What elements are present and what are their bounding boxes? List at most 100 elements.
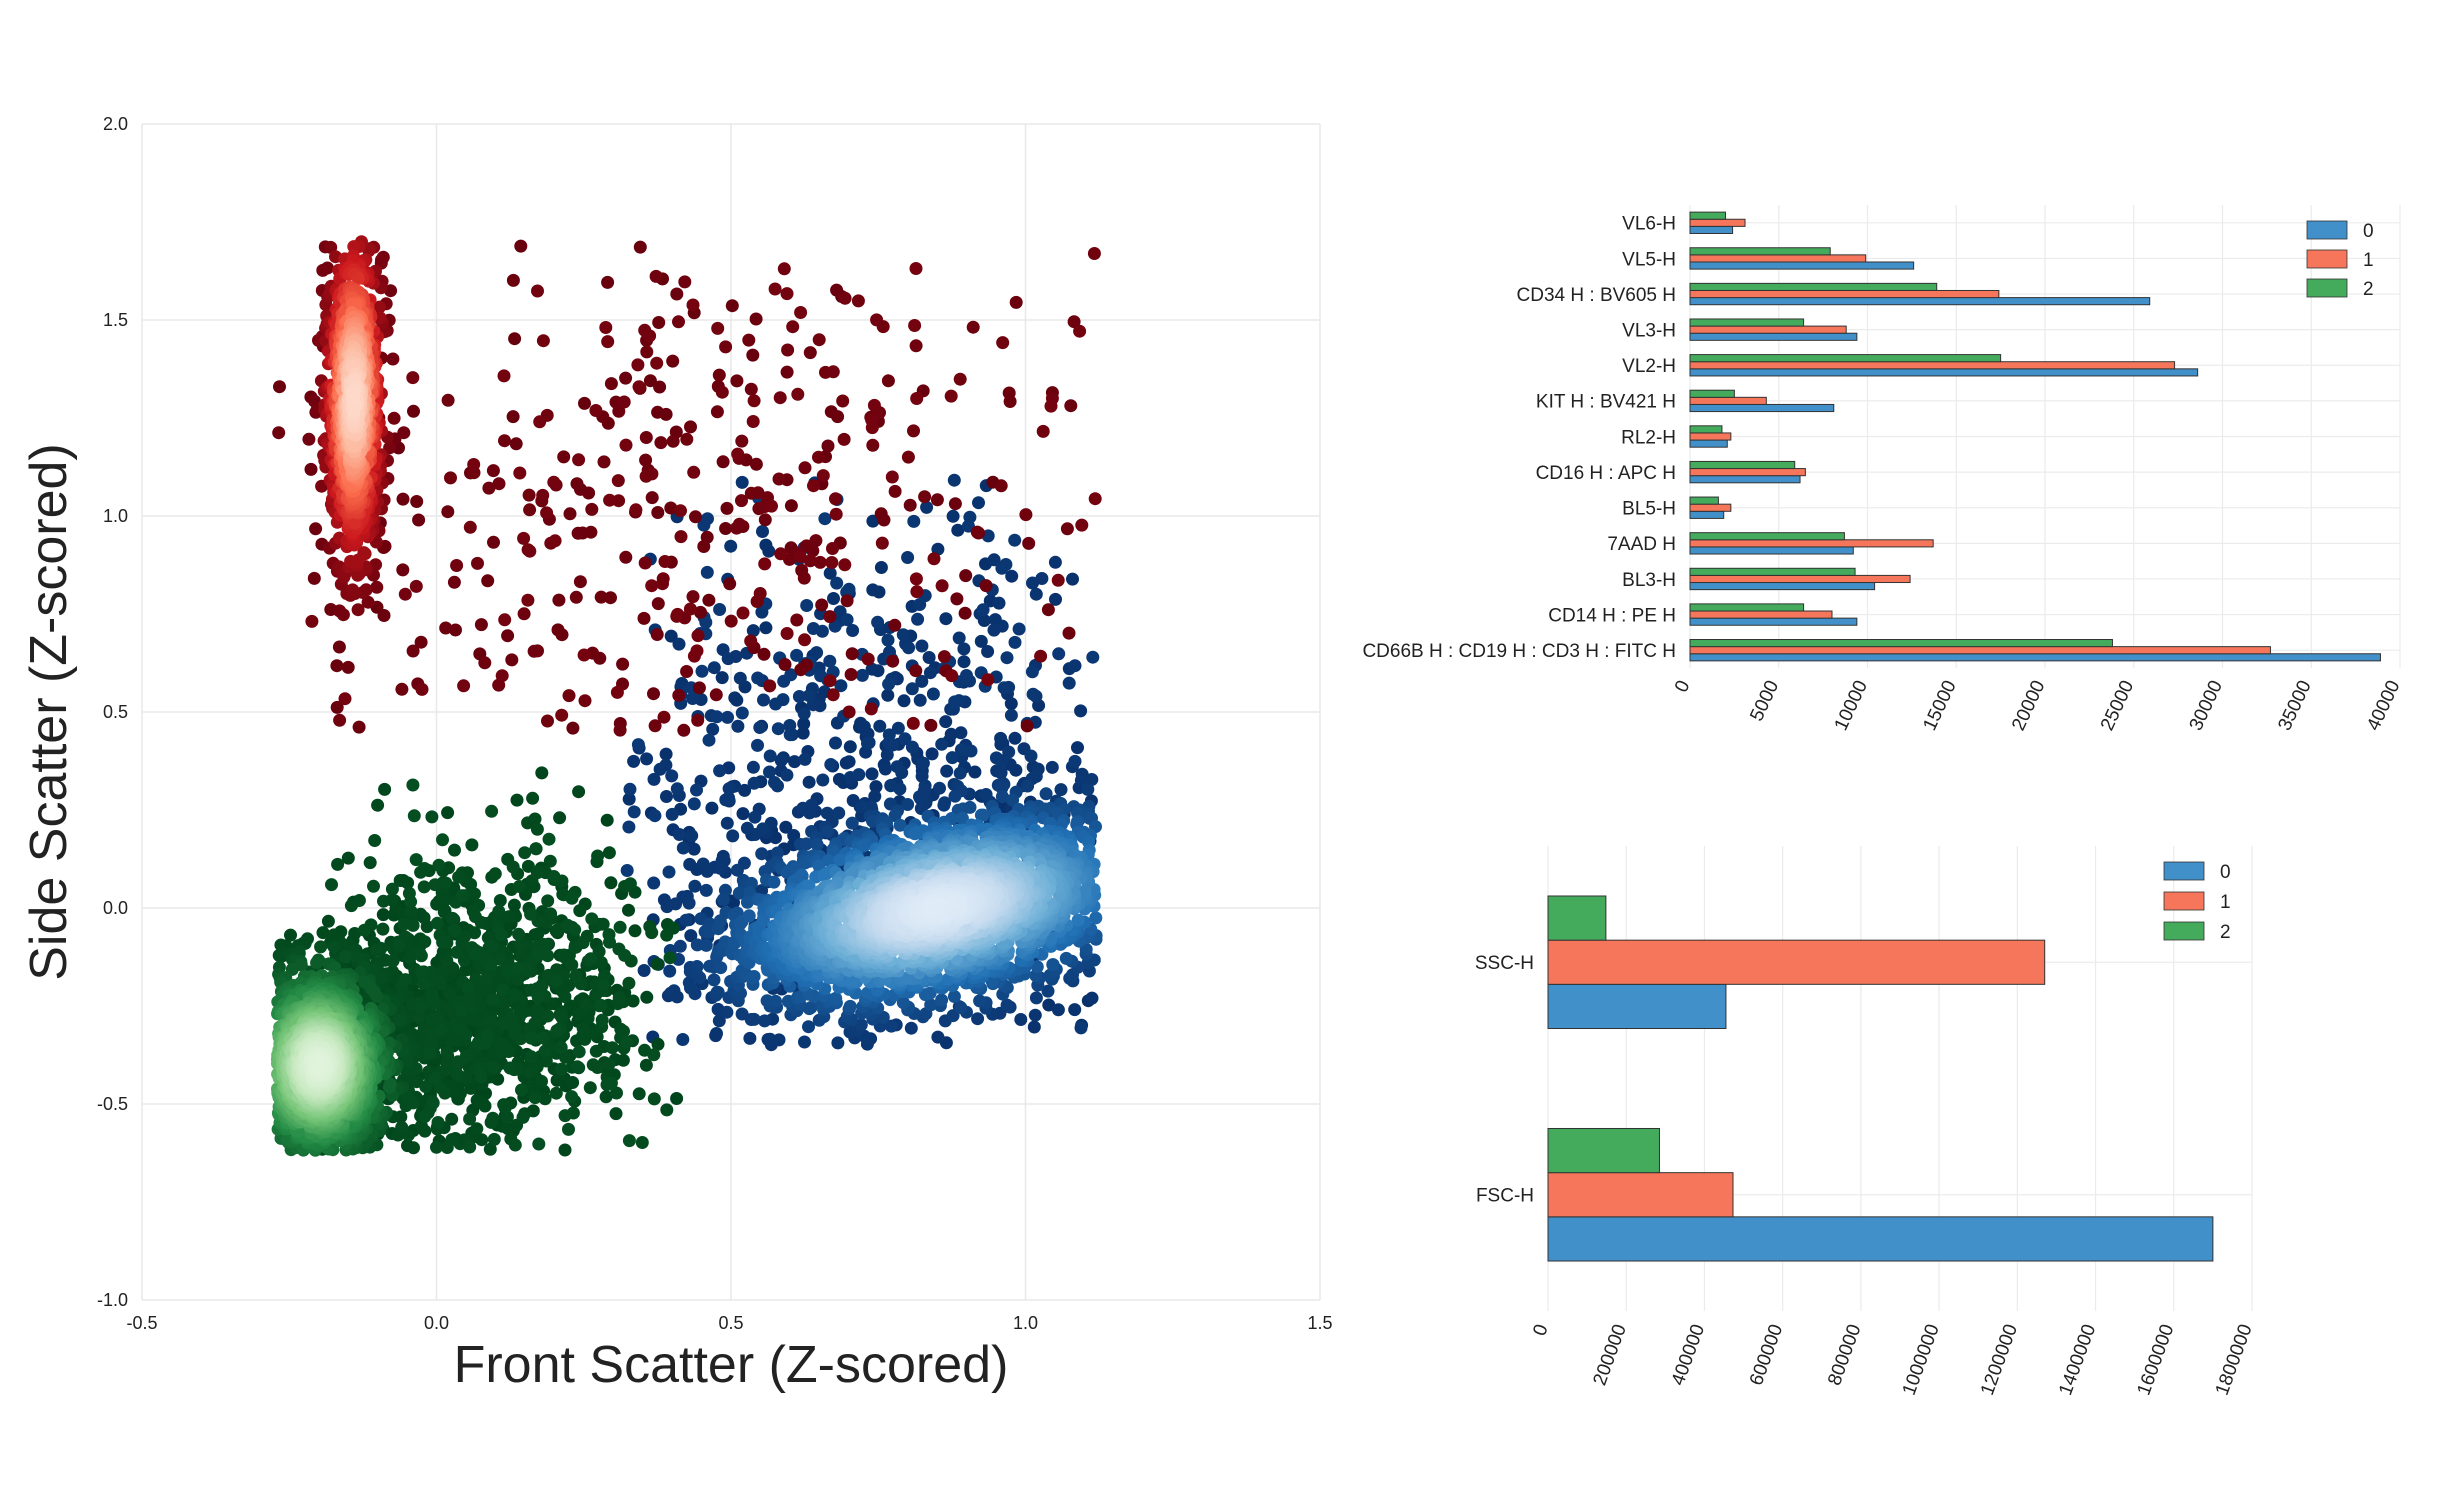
scatter-point <box>710 710 724 724</box>
scatter-point <box>347 388 361 402</box>
scatter-point <box>1052 647 1066 661</box>
scatter-point <box>790 648 804 662</box>
scatter-point <box>838 291 852 305</box>
scatter-point <box>802 775 816 789</box>
scatter-point <box>744 634 758 648</box>
scatter-point <box>699 938 713 952</box>
scatter-point <box>856 839 870 853</box>
scatter-point <box>513 466 527 480</box>
scatter-point <box>604 876 618 890</box>
scatter-point <box>786 320 800 334</box>
scatter-point <box>514 239 528 253</box>
scatter-point <box>831 410 845 424</box>
scatter-point <box>650 628 664 641</box>
scatter-point <box>1022 536 1036 550</box>
scatter-point <box>412 513 426 527</box>
scatter-point <box>487 535 500 549</box>
scatter-point <box>909 664 923 678</box>
scatter-point <box>645 579 659 593</box>
scatter-point <box>517 607 531 621</box>
scatter-point <box>948 789 962 803</box>
scatter-point <box>938 796 952 810</box>
scatter-point <box>574 482 587 496</box>
scatter-point <box>793 550 807 563</box>
scatter-point <box>651 506 665 519</box>
scatter-point <box>628 924 642 938</box>
scatter-point <box>631 358 645 372</box>
scatter-point <box>702 593 716 607</box>
scatter-point <box>966 320 980 334</box>
scatter-point <box>842 582 856 596</box>
scatter-point <box>868 789 882 803</box>
scatter-point <box>780 768 794 782</box>
scatter-point <box>995 790 1009 804</box>
scatter-point <box>910 585 924 599</box>
scatter-point <box>1074 1021 1088 1035</box>
scatter-point <box>558 1143 572 1157</box>
scatter-point <box>1051 573 1065 587</box>
scatter-point <box>601 275 615 289</box>
scatter-point <box>722 791 736 805</box>
scatter-point <box>493 894 507 907</box>
scatter-point <box>627 805 641 819</box>
scatter-point <box>510 793 524 807</box>
scatter-point <box>823 566 837 580</box>
scatter-point <box>948 695 962 709</box>
scatter-point <box>705 801 719 815</box>
scatter-point <box>650 957 664 971</box>
scatter-point <box>944 389 958 403</box>
scatter-point <box>1071 741 1084 755</box>
scatter-point <box>589 404 603 417</box>
scatter-point <box>471 556 484 570</box>
scatter-point <box>924 998 938 1012</box>
scatter-point <box>809 534 823 548</box>
scatter-point <box>916 756 930 770</box>
scatter-point <box>1068 754 1082 768</box>
scatter-point <box>937 650 951 664</box>
scatter-point <box>843 999 857 1013</box>
scatter-point <box>386 352 400 366</box>
scatter-point <box>702 733 716 747</box>
scatter-point <box>1026 576 1039 590</box>
scatter-point <box>804 1001 818 1014</box>
scatter-point <box>744 382 758 396</box>
scatter-point <box>1068 1003 1082 1017</box>
x-tick-label: -0.5 <box>126 1313 157 1333</box>
scatter-point <box>884 1019 898 1033</box>
scatter-point <box>730 863 744 877</box>
scatter-point <box>1030 960 1044 974</box>
scatter-point <box>903 498 917 512</box>
scatter-point <box>506 273 520 287</box>
scatter-point <box>893 818 907 832</box>
scatter-point <box>778 658 792 671</box>
x-tick-label: 0.0 <box>424 1313 449 1333</box>
scatter-point <box>441 806 455 820</box>
scatter-point <box>904 1021 918 1035</box>
scatter-point <box>498 613 512 627</box>
scatter-point <box>825 556 839 569</box>
scatter-point <box>724 614 738 628</box>
scatter-point <box>1029 587 1043 601</box>
scatter-point <box>1078 884 1092 898</box>
scatter-point <box>830 576 844 590</box>
scatter-point <box>740 895 754 909</box>
scatter-point <box>526 791 540 805</box>
scatter-point <box>834 679 848 693</box>
scatter-point <box>1027 1020 1041 1034</box>
scatter-point <box>647 687 660 701</box>
scatter-point <box>735 706 749 720</box>
scatter-point <box>609 1107 623 1121</box>
scatter-point <box>812 450 825 464</box>
scatter-point <box>660 1103 674 1117</box>
scatter-point <box>439 621 453 635</box>
scatter-point <box>555 708 569 722</box>
scatter-point <box>613 723 627 737</box>
scatter-point <box>699 883 713 897</box>
scatter-point <box>836 394 850 408</box>
scatter-point <box>1089 911 1103 925</box>
scatter-point <box>911 612 925 626</box>
scatter-point <box>467 458 481 471</box>
scatter-point <box>829 492 842 506</box>
scatter-point <box>706 722 720 736</box>
scatter-point <box>721 710 734 724</box>
